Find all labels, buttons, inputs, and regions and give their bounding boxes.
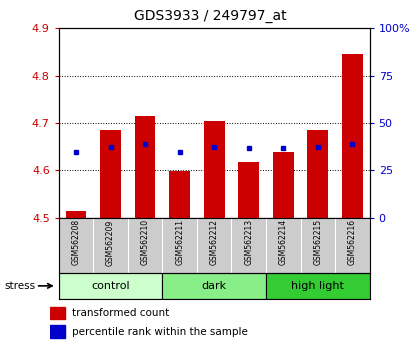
Bar [169,171,190,218]
Text: GSM562214: GSM562214 [279,219,288,266]
Bar [100,130,121,218]
Bar [273,152,294,218]
Text: GSM562210: GSM562210 [141,219,150,266]
Bar [59,273,163,299]
Bar [163,273,266,299]
Bar [135,116,155,218]
Text: dark: dark [202,281,227,291]
Text: control: control [91,281,130,291]
Text: stress: stress [4,281,35,291]
Bar [204,121,225,218]
Bar [342,55,363,218]
Bar [307,130,328,218]
Text: GSM562209: GSM562209 [106,219,115,266]
Bar [50,325,65,338]
Bar [66,211,87,218]
Bar [50,307,65,319]
Text: GSM562215: GSM562215 [313,219,322,266]
Text: transformed count: transformed count [73,308,170,318]
Text: GDS3933 / 249797_at: GDS3933 / 249797_at [134,9,286,23]
Bar [239,162,259,218]
Text: percentile rank within the sample: percentile rank within the sample [73,327,248,337]
Text: GSM562216: GSM562216 [348,219,357,266]
Text: GSM562212: GSM562212 [210,219,219,266]
Text: high light: high light [291,281,344,291]
Text: GSM562211: GSM562211 [175,219,184,266]
Text: GSM562208: GSM562208 [71,219,81,266]
Bar [266,273,370,299]
Text: GSM562213: GSM562213 [244,219,253,266]
